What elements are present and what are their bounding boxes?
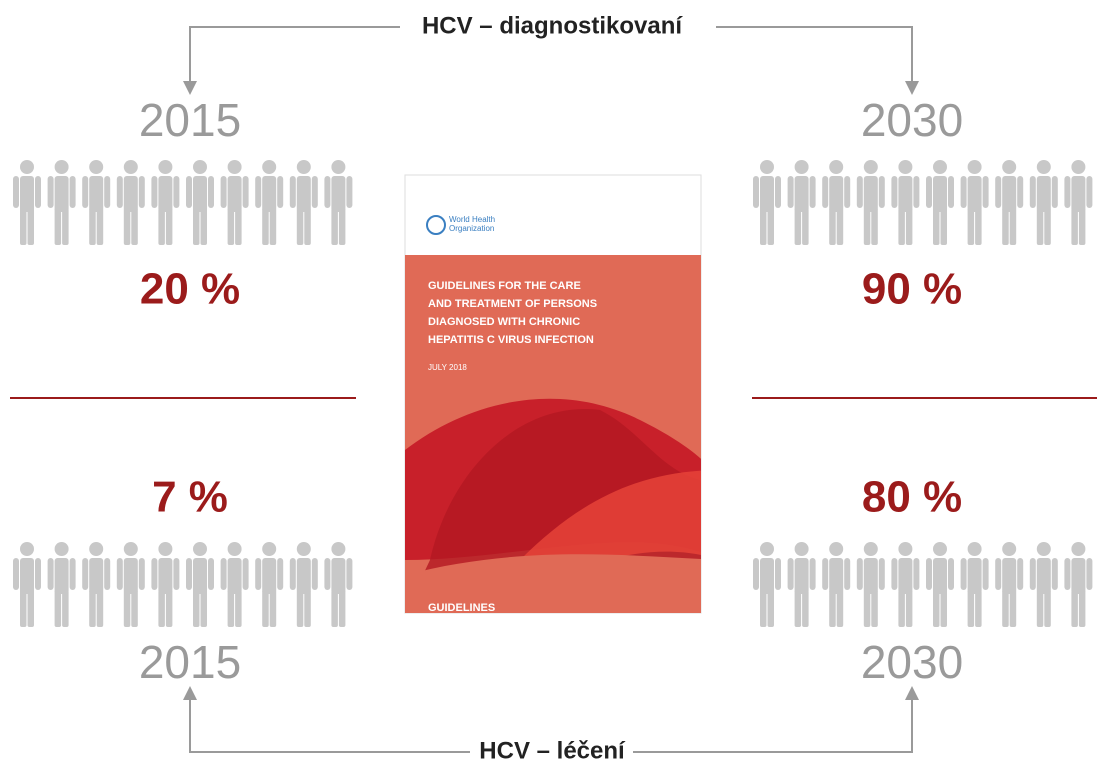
- cover-title: DIAGNOSED WITH CHRONIC: [428, 316, 580, 328]
- person-icon: [753, 542, 781, 627]
- org-name: Organization: [449, 224, 494, 233]
- year: 2015: [139, 636, 241, 688]
- person-icon: [186, 160, 214, 245]
- person-icon: [788, 160, 816, 245]
- person-icon: [255, 542, 283, 627]
- pictogram: [753, 160, 1092, 245]
- person-icon: [324, 542, 352, 627]
- person-icon: [255, 160, 283, 245]
- person-icon: [961, 160, 989, 245]
- person-icon: [926, 542, 954, 627]
- person-icon: [857, 160, 885, 245]
- person-icon: [186, 542, 214, 627]
- pictogram: [13, 160, 352, 245]
- person-icon: [117, 542, 145, 627]
- percentage: 7 %: [152, 473, 228, 522]
- person-icon: [857, 542, 885, 627]
- person-icon: [995, 160, 1023, 245]
- person-icon: [151, 160, 179, 245]
- person-icon: [891, 542, 919, 627]
- percentage: 90 %: [862, 265, 962, 314]
- person-icon: [1030, 160, 1058, 245]
- cover-title: HEPATITIS C VIRUS INFECTION: [428, 334, 594, 346]
- person-icon: [1030, 542, 1058, 627]
- person-icon: [48, 542, 76, 627]
- org-name: World Health: [449, 215, 495, 224]
- cover-footer: GUIDELINES: [428, 602, 495, 614]
- person-icon: [82, 160, 110, 245]
- person-icon: [891, 160, 919, 245]
- person-icon: [1064, 542, 1092, 627]
- person-icon: [13, 160, 41, 245]
- cover-date: JULY 2018: [428, 363, 467, 372]
- person-icon: [151, 542, 179, 627]
- person-icon: [753, 160, 781, 245]
- arrow: [190, 27, 400, 88]
- person-icon: [48, 160, 76, 245]
- person-icon: [926, 160, 954, 245]
- person-icon: [1064, 160, 1092, 245]
- person-icon: [82, 542, 110, 627]
- person-icon: [324, 160, 352, 245]
- report-cover: World Health Organization GUIDELINES FOR…: [405, 175, 720, 614]
- person-icon: [13, 542, 41, 627]
- year: 2030: [861, 636, 963, 688]
- person-icon: [822, 160, 850, 245]
- arrow: [190, 693, 470, 752]
- year: 2015: [139, 94, 241, 146]
- person-icon: [788, 542, 816, 627]
- arrow: [633, 693, 912, 752]
- year: 2030: [861, 94, 963, 146]
- person-icon: [290, 542, 318, 627]
- person-icon: [117, 160, 145, 245]
- person-icon: [221, 160, 249, 245]
- person-icon: [221, 542, 249, 627]
- section-label: HCV – léčení: [479, 737, 626, 764]
- cover-title: AND TREATMENT OF PERSONS: [428, 298, 597, 310]
- pictogram: [13, 542, 352, 627]
- arrow: [716, 27, 912, 88]
- percentage: 20 %: [140, 265, 240, 314]
- section-label: HCV – diagnostikovaní: [422, 12, 683, 39]
- pictogram: [753, 542, 1092, 627]
- infographic: HCV – diagnostikovaní HCV – léčení 2015 …: [0, 0, 1099, 771]
- percentage: 80 %: [862, 473, 962, 522]
- person-icon: [822, 542, 850, 627]
- person-icon: [290, 160, 318, 245]
- cover-title: GUIDELINES FOR THE CARE: [428, 280, 581, 292]
- person-icon: [961, 542, 989, 627]
- person-icon: [995, 542, 1023, 627]
